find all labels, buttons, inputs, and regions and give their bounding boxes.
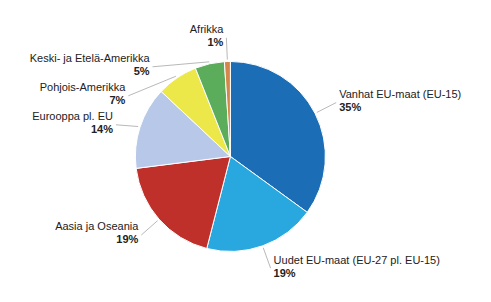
chart: Vanhat EU-maat (EU-15)35% Uudet EU-maat (… — [0, 0, 491, 302]
leader-line — [153, 62, 210, 67]
wedges — [135, 61, 325, 251]
slice-label-value: 35% — [339, 101, 361, 113]
slice-label-value: 5% — [134, 65, 150, 77]
slice-label-value: 19% — [116, 234, 138, 246]
slice-label-value: 1% — [207, 36, 223, 48]
slice-label-name: Afrikka — [190, 23, 225, 35]
chart-container: Vanhat EU-maat (EU-15)35% Uudet EU-maat (… — [0, 0, 491, 302]
slice-label-value: 19% — [274, 267, 296, 279]
slice-label: Afrikka1% — [190, 23, 225, 48]
slice-label: Uudet EU-maat (EU-27 pl. EU-15)19% — [274, 254, 440, 279]
slice-label: Aasia ja Oseania19% — [55, 221, 139, 246]
slice-label: Pohjois-Amerikka7% — [40, 81, 126, 106]
slice-label-name: Keski- ja Etelä-Amerikka — [30, 52, 151, 64]
pie-slice — [136, 156, 230, 248]
leader-line — [317, 103, 336, 113]
slice-label-name: Pohjois-Amerikka — [40, 81, 126, 93]
leader-line — [116, 125, 138, 127]
slice-label-name: Vanhat EU-maat (EU-15) — [339, 88, 461, 100]
leader-line — [263, 248, 270, 268]
slice-label-name: Eurooppa pl. EU — [32, 110, 113, 122]
slice-label-value: 7% — [109, 94, 125, 106]
slice-label-name: Aasia ja Oseania — [55, 221, 139, 233]
pie-chart: Vanhat EU-maat (EU-15)35% Uudet EU-maat (… — [30, 23, 462, 278]
slice-label: Vanhat EU-maat (EU-15)35% — [339, 88, 461, 113]
slice-label: Eurooppa pl. EU14% — [32, 110, 113, 135]
slice-label-value: 14% — [91, 123, 113, 135]
leader-line — [226, 38, 228, 60]
pie-slice — [224, 61, 230, 156]
slice-label-name: Uudet EU-maat (EU-27 pl. EU-15) — [274, 254, 440, 266]
pie-slice — [195, 62, 230, 157]
slice-label: Keski- ja Etelä-Amerikka5% — [30, 52, 151, 77]
leader-line — [141, 221, 157, 235]
slice-labels: Vanhat EU-maat (EU-15)35% Uudet EU-maat (… — [30, 23, 462, 278]
leader-line — [128, 76, 176, 96]
